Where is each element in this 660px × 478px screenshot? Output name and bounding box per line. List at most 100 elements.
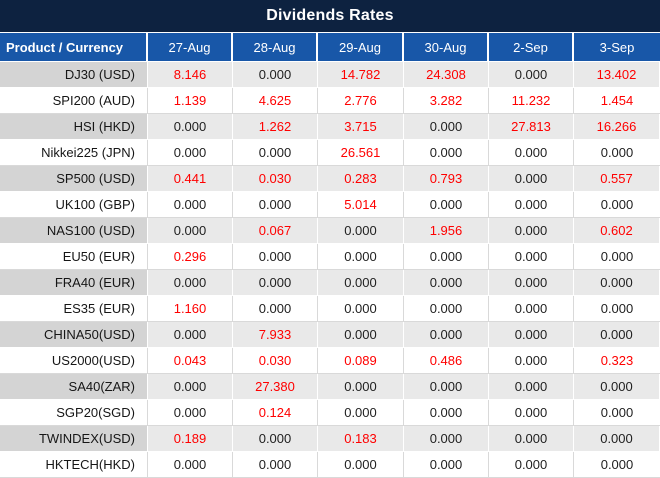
table-row: UK100 (GBP) 0.000 0.000 5.014 0.000 0.000 0.00…: [0, 192, 660, 218]
value-cell: 0.000: [318, 322, 404, 348]
table-title-bar: Dividends Rates: [0, 0, 660, 32]
value-cell: 0.000: [404, 140, 489, 166]
value-cell: 2.776: [318, 88, 404, 114]
value-cell: 14.782: [318, 62, 404, 88]
value-cell: 0.000: [148, 218, 233, 244]
table-row: HSI (HKD) 0.000 1.262 3.715 0.000 27.813 16.26…: [0, 114, 660, 140]
value-cell: 0.000: [404, 374, 489, 400]
value-cell: 1.262: [233, 114, 318, 140]
table-row: NAS100 (USD) 0.000 0.067 0.000 1.956 0.000 0.6…: [0, 218, 660, 244]
value-cell: 0.000: [489, 452, 574, 478]
value-cell: 0.000: [489, 140, 574, 166]
dividends-rates-table: Product / Currency 27-Aug 28-Aug 29-Aug 30-…: [0, 32, 660, 478]
value-cell: 0.000: [404, 322, 489, 348]
value-cell: 0.000: [489, 270, 574, 296]
value-cell: 0.000: [318, 374, 404, 400]
value-cell: 0.000: [233, 452, 318, 478]
value-cell: 0.030: [233, 166, 318, 192]
product-cell: SA40(ZAR): [0, 374, 148, 400]
column-header-row: Product / Currency 27-Aug 28-Aug 29-Aug 30-…: [0, 32, 660, 62]
value-cell: 0.000: [489, 348, 574, 374]
value-cell: 0.000: [489, 400, 574, 426]
product-cell: SP500 (USD): [0, 166, 148, 192]
product-cell: NAS100 (USD): [0, 218, 148, 244]
value-cell: 13.402: [574, 62, 660, 88]
table-row: EU50 (EUR) 0.296 0.000 0.000 0.000 0.000 0.000: [0, 244, 660, 270]
value-cell: 0.000: [148, 374, 233, 400]
value-cell: 0.000: [574, 374, 660, 400]
value-cell: 0.000: [404, 296, 489, 322]
table-row: SPI200 (AUD) 1.139 4.625 2.776 3.282 11.232 1.…: [0, 88, 660, 114]
value-cell: 0.000: [574, 270, 660, 296]
value-cell: 0.000: [574, 192, 660, 218]
value-cell: 0.000: [489, 218, 574, 244]
value-cell: 0.000: [404, 270, 489, 296]
value-cell: 0.030: [233, 348, 318, 374]
value-cell: 0.000: [404, 452, 489, 478]
value-cell: 5.014: [318, 192, 404, 218]
value-cell: 0.283: [318, 166, 404, 192]
value-cell: 0.000: [489, 322, 574, 348]
value-cell: 1.454: [574, 88, 660, 114]
value-cell: 0.000: [489, 244, 574, 270]
value-cell: 0.000: [404, 114, 489, 140]
value-cell: 11.232: [489, 88, 574, 114]
value-cell: 0.793: [404, 166, 489, 192]
value-cell: 0.067: [233, 218, 318, 244]
value-cell: 0.000: [318, 452, 404, 478]
product-cell: FRA40 (EUR): [0, 270, 148, 296]
table-row: DJ30 (USD) 8.146 0.000 14.782 24.308 0.000 13.…: [0, 62, 660, 88]
value-cell: 0.000: [233, 192, 318, 218]
value-cell: 0.000: [318, 218, 404, 244]
value-cell: 0.000: [574, 140, 660, 166]
value-cell: 0.000: [574, 426, 660, 452]
product-cell: ES35 (EUR): [0, 296, 148, 322]
table-row: SP500 (USD) 0.441 0.030 0.283 0.793 0.000 0.55…: [0, 166, 660, 192]
column-header-date: 3-Sep: [574, 32, 660, 62]
value-cell: 0.000: [233, 244, 318, 270]
column-header-product: Product / Currency: [0, 32, 148, 62]
value-cell: 0.000: [148, 114, 233, 140]
value-cell: 0.000: [489, 62, 574, 88]
product-cell: SPI200 (AUD): [0, 88, 148, 114]
value-cell: 0.000: [489, 296, 574, 322]
value-cell: 0.296: [148, 244, 233, 270]
value-cell: 0.486: [404, 348, 489, 374]
product-cell: DJ30 (USD): [0, 62, 148, 88]
value-cell: 0.000: [574, 452, 660, 478]
table-body: DJ30 (USD) 8.146 0.000 14.782 24.308 0.000 13.…: [0, 62, 660, 478]
value-cell: 0.000: [148, 140, 233, 166]
value-cell: 0.000: [489, 374, 574, 400]
value-cell: 0.602: [574, 218, 660, 244]
value-cell: 27.380: [233, 374, 318, 400]
value-cell: 24.308: [404, 62, 489, 88]
value-cell: 0.000: [148, 400, 233, 426]
column-header-date: 27-Aug: [148, 32, 233, 62]
table-row: ES35 (EUR) 1.160 0.000 0.000 0.000 0.000 0.000: [0, 296, 660, 322]
value-cell: 0.000: [318, 270, 404, 296]
value-cell: 26.561: [318, 140, 404, 166]
value-cell: 0.000: [233, 270, 318, 296]
value-cell: 0.557: [574, 166, 660, 192]
value-cell: 3.715: [318, 114, 404, 140]
value-cell: 16.266: [574, 114, 660, 140]
product-cell: EU50 (EUR): [0, 244, 148, 270]
table-title: Dividends Rates: [266, 7, 394, 24]
value-cell: 0.000: [404, 400, 489, 426]
value-cell: 1.956: [404, 218, 489, 244]
value-cell: 0.000: [318, 400, 404, 426]
value-cell: 0.000: [489, 166, 574, 192]
value-cell: 8.146: [148, 62, 233, 88]
table-row: TWINDEX(USD) 0.189 0.000 0.183 0.000 0.000 0.0…: [0, 426, 660, 452]
value-cell: 0.189: [148, 426, 233, 452]
value-cell: 0.000: [489, 426, 574, 452]
value-cell: 0.000: [489, 192, 574, 218]
value-cell: 0.000: [574, 322, 660, 348]
product-cell: Nikkei225 (JPN): [0, 140, 148, 166]
table-row: HKTECH(HKD) 0.000 0.000 0.000 0.000 0.000 0.00…: [0, 452, 660, 478]
value-cell: 0.000: [233, 140, 318, 166]
value-cell: 0.441: [148, 166, 233, 192]
value-cell: 0.043: [148, 348, 233, 374]
column-header-date: 29-Aug: [318, 32, 404, 62]
value-cell: 0.000: [233, 62, 318, 88]
